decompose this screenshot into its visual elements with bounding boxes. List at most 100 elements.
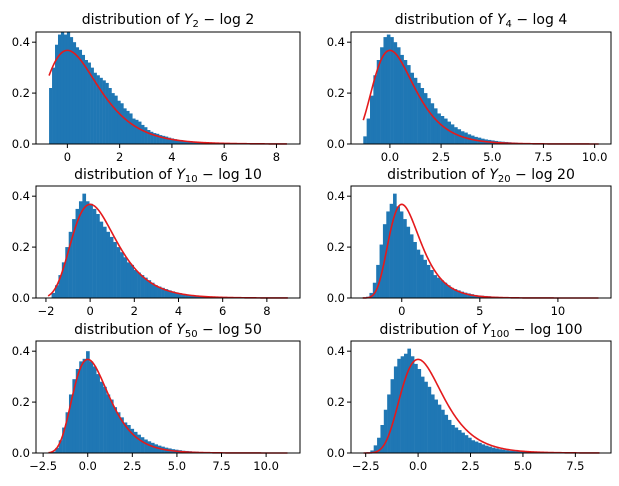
histogram-bar: [57, 34, 62, 144]
histogram-bar: [135, 119, 139, 144]
y-tick-label: 0.2: [327, 240, 345, 254]
histogram-bar: [106, 394, 111, 453]
x-tick-label: 6: [219, 304, 226, 318]
histogram-bar: [501, 449, 506, 453]
y-tick-label: 0.4: [12, 189, 30, 203]
histogram-bar: [508, 450, 513, 453]
axes-frame: [35, 340, 301, 454]
x-tick-label: 5.0: [514, 459, 532, 473]
histogram-bar: [58, 440, 63, 453]
histogram-bar: [460, 291, 465, 298]
histogram-bar: [505, 450, 509, 453]
histogram-bar: [171, 291, 176, 298]
histogram-bar: [185, 294, 189, 298]
y-tick-label: 0.0: [12, 137, 30, 151]
histogram-bar: [159, 135, 163, 144]
histogram-bar: [75, 47, 80, 144]
histogram-bar: [380, 425, 385, 453]
y-tick-label: 0.2: [327, 86, 345, 100]
histogram-bar: [409, 234, 414, 298]
histogram-bar: [370, 95, 374, 144]
histogram-bar: [147, 280, 152, 298]
y-tick-label: 0.2: [12, 395, 30, 409]
histogram-bar: [93, 72, 97, 144]
histogram-bar: [137, 272, 141, 298]
x-tick-label: 0.0: [381, 150, 399, 164]
histogram-bar: [427, 386, 432, 453]
x-tick-label: −2.5: [352, 459, 380, 473]
histogram-bar: [154, 285, 158, 298]
histogram-bar: [106, 231, 111, 298]
histogram-bar: [150, 131, 154, 144]
histogram-bar: [440, 280, 444, 298]
x-tick-label: 10: [551, 304, 566, 318]
subplot-title: distribution of Y4 − log 4: [395, 12, 568, 30]
histogram-bar: [102, 226, 107, 298]
histogram-bar: [441, 409, 445, 453]
histogram-bar: [470, 294, 475, 298]
x-tick-label: −2.5: [29, 459, 57, 473]
histogram-bar: [132, 118, 136, 144]
x-tick-label: 2.5: [432, 150, 450, 164]
x-tick-label: 5: [476, 304, 483, 318]
histogram-bar: [444, 118, 448, 144]
histogram-bar: [116, 247, 121, 298]
histogram-bar: [113, 407, 118, 453]
histogram-bar: [147, 441, 152, 453]
histogram-bar: [72, 379, 77, 453]
histogram-bar: [393, 42, 398, 144]
histogram-bar: [424, 381, 428, 453]
histogram-bar: [420, 88, 425, 144]
histogram-bar: [126, 110, 130, 144]
subplot-1: distribution of Y2 − log 2 0 2 4 6 8 0.0 0.2 0.…: [12, 12, 301, 164]
histogram-bar: [488, 446, 492, 453]
x-tick-label: 10.0: [582, 150, 608, 164]
histogram-bar: [109, 236, 114, 298]
histogram-bar: [383, 409, 388, 453]
histogram-bar: [426, 264, 431, 298]
histogram-bar: [114, 95, 118, 144]
histogram-bar: [86, 351, 90, 453]
histogram-bar: [444, 414, 449, 453]
histogram-bar: [129, 113, 133, 144]
histogram-bar: [433, 275, 438, 298]
histogram-bar: [89, 361, 94, 453]
histogram-bar: [430, 270, 434, 298]
histogram-bar: [174, 292, 179, 298]
subplot-title: distribution of Y100 − log 100: [380, 322, 583, 340]
histogram-bar: [423, 93, 428, 144]
histogram-bar: [120, 252, 124, 298]
y-tick-label: 0.0: [327, 446, 345, 460]
histogram-bar: [161, 287, 165, 298]
histogram-bar: [380, 47, 384, 144]
histogram-bar: [181, 293, 186, 298]
histogram-bar: [491, 447, 496, 453]
x-tick-label: 0: [64, 150, 71, 164]
x-tick-label: 4: [168, 150, 175, 164]
histogram-bar: [62, 427, 66, 453]
histogram-bar: [188, 294, 193, 298]
histogram-bar: [138, 121, 142, 144]
histogram-bar: [179, 140, 184, 144]
histogram-bar: [406, 226, 411, 298]
histogram-bar: [467, 293, 471, 298]
histogram-bar: [366, 118, 371, 144]
subplot-3: distribution of Y10 − log 10 −2 0 2 4 6 8 0.0 0…: [12, 167, 301, 318]
histogram-bar: [72, 42, 77, 144]
histogram-bar: [120, 103, 124, 144]
histogram-bar: [419, 254, 424, 298]
histogram-bar: [164, 289, 169, 298]
histogram-bar: [66, 32, 71, 144]
histogram-bar: [156, 133, 160, 144]
histogram-bar: [176, 139, 181, 144]
x-tick-label: 8: [263, 304, 270, 318]
histogram-bar: [173, 139, 178, 144]
histogram-bar: [144, 439, 148, 453]
histogram-bar: [182, 140, 187, 144]
histogram-bar: [140, 437, 145, 453]
histogram-bar: [170, 138, 175, 144]
y-tick-label: 0.4: [327, 344, 345, 358]
y-tick-label: 0.2: [327, 395, 345, 409]
y-tick-label: 0.0: [327, 291, 345, 305]
histogram-bar: [372, 282, 377, 298]
